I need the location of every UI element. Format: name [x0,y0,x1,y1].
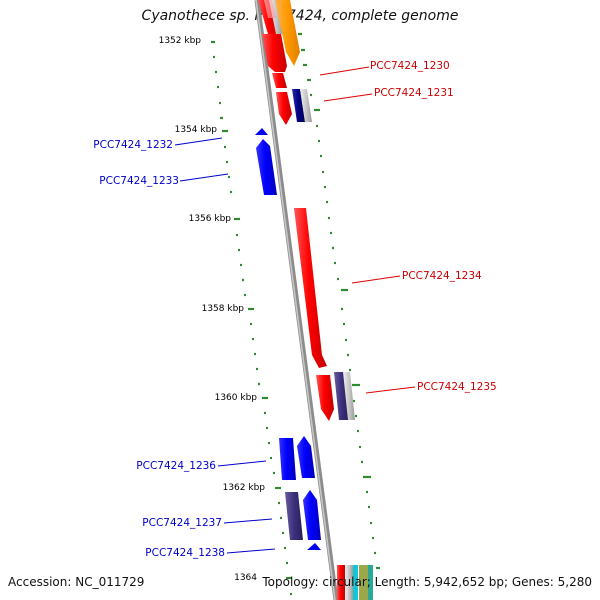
kbp-label-1354: 1354 kbp [175,125,218,135]
gene-arrow-top-orange[interactable] [275,0,300,66]
gene-label-pcc7424-1231[interactable]: PCC7424_1231 [374,87,454,99]
gene-arrow-top-pink[interactable] [264,0,276,18]
kbp-label-1362: 1362 kbp [223,483,266,493]
gene-label-pcc7424-1238[interactable]: PCC7424_1238 [145,547,225,559]
gc-track-left [211,40,292,596]
gene-block-bottom-olive[interactable] [359,565,368,600]
gene-arrow-pcc7424-1232[interactable] [255,128,268,135]
gene-arrow-pcc7424-1233[interactable] [256,139,277,195]
callout-line-1230 [319,66,370,76]
gene-arrow-pcc7424-1231-navy[interactable] [292,89,305,122]
gene-arrow-pcc7424-1237-purple[interactable] [285,492,303,540]
callout-line-1235 [365,386,416,394]
gene-label-pcc7424-1236[interactable]: PCC7424_1236 [136,460,216,472]
gene-arrow-pcc7424-1234[interactable] [294,208,327,368]
gene-arrow-pcc7424-1237-blue[interactable] [303,490,321,540]
gene-arrow-pcc7424-1235-grey[interactable] [343,372,355,420]
gene-label-pcc7424-1234[interactable]: PCC7424_1234 [402,270,482,282]
kbp-label-1364: 1364 [234,573,257,583]
topology-text: Topology: circular; Length: 5,942,652 bp… [262,575,592,589]
kbp-label-1358: 1358 kbp [202,304,245,314]
callout-line-1238 [226,548,276,554]
gene-block-bottom-grey[interactable] [345,565,353,600]
callout-line-1232 [174,137,223,146]
gene-arrow-pcc7424-1236-a[interactable] [279,438,296,480]
gene-arrow-pcc7424-1230[interactable] [262,34,287,72]
gene-block-bottom-red[interactable] [337,565,345,600]
gene-label-pcc7424-1237[interactable]: PCC7424_1237 [142,517,222,529]
gene-label-pcc7424-1235[interactable]: PCC7424_1235 [417,381,497,393]
gene-arrow-pcc7424-1231-grey[interactable] [300,89,312,122]
callout-line-1237 [223,518,273,524]
gene-label-pcc7424-1232[interactable]: PCC7424_1232 [93,139,173,151]
kbp-label-1356: 1356 kbp [189,214,232,224]
gene-block-bottom-cyan[interactable] [353,565,358,600]
gene-label-pcc7424-1233[interactable]: PCC7424_1233 [99,175,179,187]
gc-track-right [298,32,380,570]
map-title: Cyanothece sp. PCC 7424, complete genome [141,8,459,24]
gene-arrow-pcc7424-1236-b[interactable] [297,436,315,478]
callout-line-1231 [323,93,373,102]
genome-backbone [254,0,339,600]
callout-line-1234 [351,275,401,284]
gene-arrow-pcc7424-1238[interactable] [307,543,321,550]
kbp-label-1352: 1352 kbp [159,36,202,46]
gene-arrow-pcc7424-1231-red[interactable] [276,92,292,125]
kbp-label-1360: 1360 kbp [215,393,258,403]
callout-line-1233 [179,173,229,182]
accession-text: Accession: NC_011729 [8,575,145,589]
gene-label-pcc7424-1230[interactable]: PCC7424_1230 [370,60,450,72]
genome-backbone-highlight [255,0,336,600]
gene-arrow-red-small[interactable] [272,73,287,88]
gene-arrow-pcc7424-1235-red[interactable] [316,375,334,421]
callout-line-1236 [217,460,267,467]
gene-block-bottom-teal[interactable] [368,565,373,600]
